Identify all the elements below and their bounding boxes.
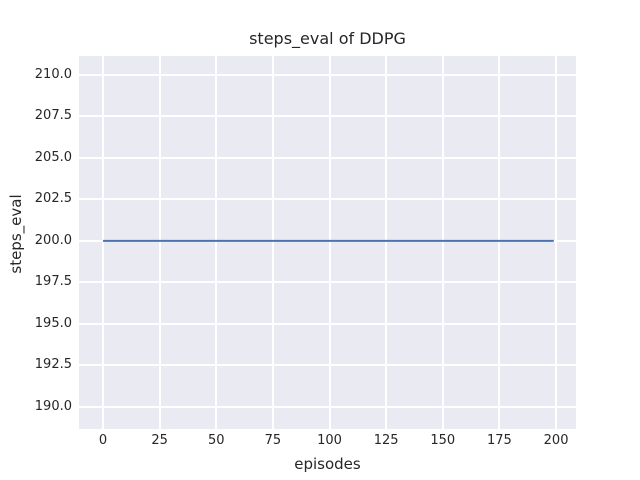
chart-title: steps_eval of DDPG [249, 29, 406, 48]
gridline-vertical [271, 56, 274, 429]
gridline-vertical [215, 56, 218, 429]
y-tick-label: 192.5 [34, 357, 72, 373]
gridline-vertical [555, 56, 558, 429]
gridline-horizontal [79, 364, 576, 367]
x-tick-label: 50 [207, 433, 225, 448]
y-tick-label: 200.0 [34, 232, 72, 248]
gridline-vertical [328, 56, 331, 429]
gridline-horizontal [79, 115, 576, 118]
y-tick-label: 202.5 [34, 191, 72, 207]
x-tick-label: 200 [543, 433, 569, 448]
x-tick-label: 75 [264, 433, 282, 448]
y-tick-label: 190.0 [34, 398, 72, 414]
gridline-horizontal [79, 322, 576, 325]
plot-area [79, 56, 576, 429]
y-tick-label: 207.5 [34, 108, 72, 124]
gridline-horizontal [79, 73, 576, 76]
y-tick-label: 205.0 [34, 149, 72, 165]
gridline-vertical [102, 56, 104, 429]
y-tick-label: 210.0 [34, 66, 72, 82]
x-tick-label: 150 [430, 433, 456, 448]
x-axis-label: episodes [294, 455, 361, 473]
x-tick-label: 125 [373, 433, 399, 448]
x-tick-label: 25 [151, 433, 168, 448]
y-tick-label: 195.0 [34, 315, 72, 331]
gridline-vertical [385, 56, 388, 429]
y-tick-label: 197.5 [34, 274, 72, 290]
gridline-horizontal [79, 156, 576, 159]
gridline-horizontal [79, 405, 576, 408]
gridline-horizontal [79, 281, 576, 284]
gridline-vertical [158, 56, 161, 429]
gridline-vertical [441, 56, 444, 429]
x-tick-label: 175 [487, 433, 512, 448]
gridline-horizontal [79, 198, 576, 201]
x-tick-label: 100 [317, 433, 342, 448]
x-tick-label: 0 [98, 433, 108, 448]
line-series-svg [103, 239, 554, 242]
gridline-vertical [498, 56, 501, 429]
